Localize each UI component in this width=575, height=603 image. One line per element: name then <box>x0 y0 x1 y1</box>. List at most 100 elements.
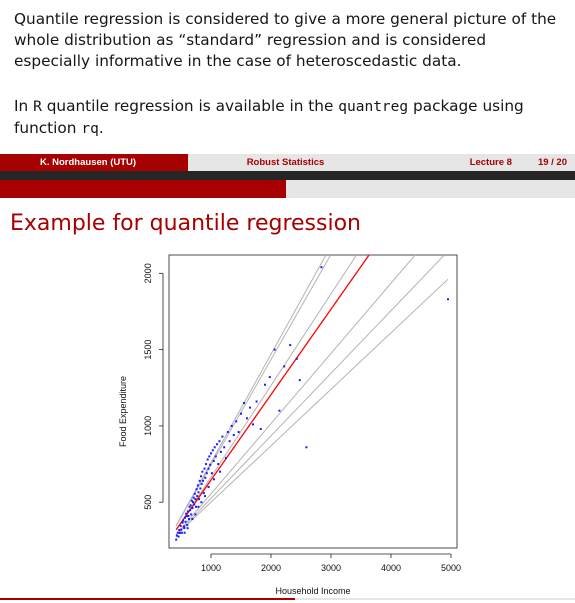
p2-in: In <box>14 97 29 115</box>
data-point <box>185 512 188 515</box>
data-point <box>213 446 216 449</box>
data-point <box>210 452 212 455</box>
y-tick-label: 2000 <box>143 263 153 283</box>
data-point <box>205 472 208 475</box>
data-point <box>200 501 203 504</box>
data-point <box>252 423 254 426</box>
data-point <box>218 440 221 443</box>
plot-frame <box>168 254 458 549</box>
quantile-line <box>175 255 332 527</box>
data-point <box>204 495 206 498</box>
footer-page-number: 19 / 20 <box>537 157 567 168</box>
x-tick-label: 1000 <box>201 563 221 573</box>
data-point <box>182 519 185 522</box>
data-point <box>232 434 235 437</box>
y-tick-label: 1000 <box>143 416 153 436</box>
data-point <box>199 475 202 478</box>
data-point <box>203 467 206 470</box>
data-point <box>190 513 193 516</box>
data-point <box>194 498 197 501</box>
data-point <box>202 492 205 495</box>
data-point <box>221 435 224 438</box>
data-point <box>175 538 178 541</box>
data-point <box>235 420 238 423</box>
x-tick-label: 5000 <box>441 563 461 573</box>
package-name: quantreg <box>338 99 409 115</box>
data-point <box>178 531 181 534</box>
data-point <box>295 357 298 360</box>
data-point <box>197 505 200 508</box>
regression-lines <box>175 255 449 536</box>
data-point <box>182 525 185 528</box>
data-point <box>246 417 248 420</box>
data-point <box>187 514 190 517</box>
data-point <box>243 402 245 405</box>
quantile-line <box>175 255 358 531</box>
data-point <box>216 443 218 446</box>
data-point <box>214 455 217 458</box>
data-point <box>201 470 204 473</box>
data-point <box>190 499 193 502</box>
data-point <box>206 458 209 461</box>
data-point <box>192 496 195 499</box>
data-point <box>183 516 186 519</box>
quantile-regression-plot: 1000 2000 3000 4000 5000 500 1000 1500 2000 House… <box>118 254 461 596</box>
data-point <box>196 495 199 498</box>
data-point <box>197 491 200 494</box>
data-point <box>240 412 242 415</box>
data-point <box>204 476 207 479</box>
y-tick-label: 500 <box>143 495 153 510</box>
data-point <box>198 479 201 482</box>
quantreg-paragraph: In R quantile regression is available in… <box>14 96 564 140</box>
footer-author: K. Nordhausen (UTU) <box>0 154 188 171</box>
data-point <box>223 446 226 449</box>
p2-end: . <box>98 119 104 137</box>
data-point <box>225 456 227 459</box>
data-point <box>180 528 183 531</box>
data-point <box>205 463 208 466</box>
intro-paragraph: Quantile regression is considered to giv… <box>14 10 557 70</box>
data-point <box>187 518 190 521</box>
data-point <box>264 383 266 386</box>
data-point <box>268 376 271 379</box>
footer-lecture: Lecture 8 <box>469 157 512 168</box>
quantile-line <box>175 255 416 535</box>
slide-footer: K. Nordhausen (UTU) Robust Statistics Le… <box>0 154 575 171</box>
data-point <box>195 505 197 508</box>
data-point <box>320 266 323 269</box>
data-point <box>255 400 258 403</box>
header-dark-bar <box>0 171 575 180</box>
data-point <box>447 298 449 301</box>
data-point <box>207 467 210 470</box>
data-point <box>180 531 183 534</box>
data-point <box>191 518 194 521</box>
data-point <box>305 446 308 449</box>
data-point <box>217 463 220 466</box>
data-point <box>259 427 262 430</box>
quantile-line <box>175 255 327 526</box>
data-point <box>211 449 214 452</box>
x-tick-label: 3000 <box>321 563 341 573</box>
y-axis-label: Food Expenditure <box>118 376 128 447</box>
data-point <box>184 520 187 523</box>
data-point <box>228 440 231 443</box>
data-point <box>176 531 179 534</box>
data-point <box>183 527 186 530</box>
data-point <box>219 450 222 453</box>
x-tick-label: 2000 <box>261 563 281 573</box>
data-point <box>192 501 194 504</box>
data-point <box>198 498 201 501</box>
data-point <box>193 492 196 495</box>
median-regression-line <box>175 255 370 531</box>
footer-title: Robust Statistics <box>188 154 383 171</box>
footer-right: Lecture 8 19 / 20 <box>383 154 575 171</box>
data-point <box>273 348 276 351</box>
r-language-name: R <box>33 99 42 115</box>
quantile-line <box>175 278 449 536</box>
data-point <box>237 431 240 434</box>
data-point <box>200 482 203 485</box>
x-tick-label: 4000 <box>381 563 401 573</box>
data-point <box>195 488 198 491</box>
x-axis-label: Household Income <box>275 586 350 596</box>
data-point <box>186 527 189 530</box>
